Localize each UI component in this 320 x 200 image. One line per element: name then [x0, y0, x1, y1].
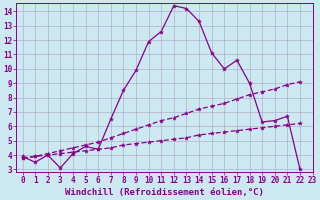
X-axis label: Windchill (Refroidissement éolien,°C): Windchill (Refroidissement éolien,°C) [65, 188, 264, 197]
